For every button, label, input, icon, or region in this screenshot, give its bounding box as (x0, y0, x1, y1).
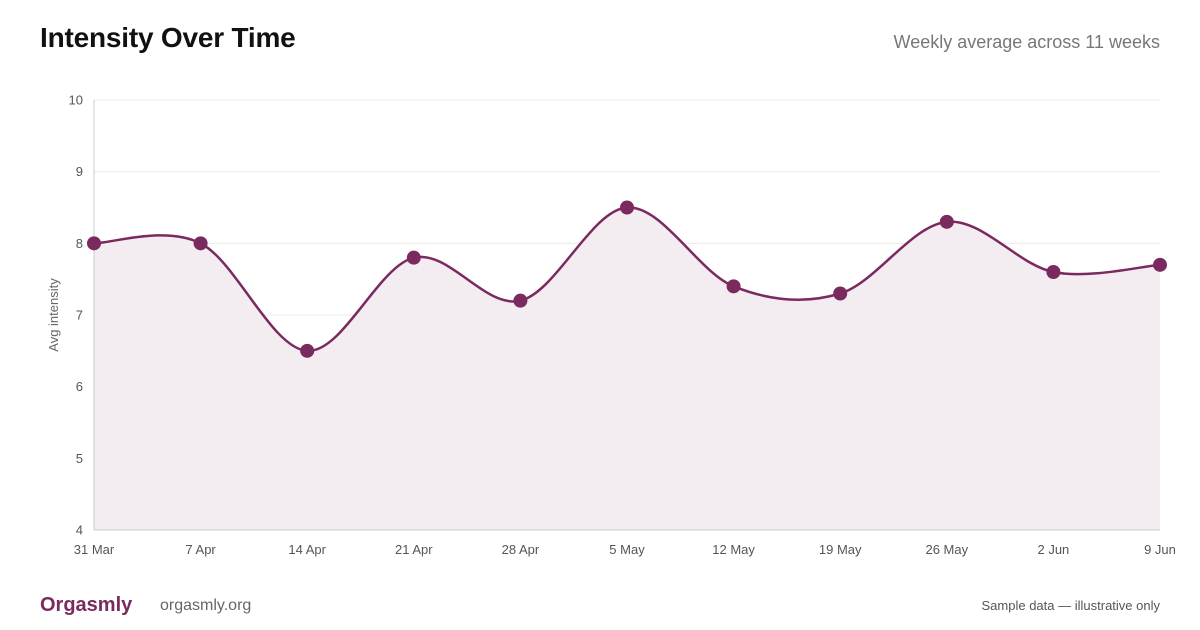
y-tick-label: 7 (76, 308, 83, 323)
x-tick-label: 5 May (609, 542, 645, 557)
data-point-5[interactable] (513, 293, 528, 308)
data-point-10[interactable] (1046, 265, 1061, 279)
y-tick-labels: 4 5 6 7 8 9 10 (69, 93, 83, 538)
x-tick-label: 28 Apr (502, 542, 540, 557)
y-tick-label: 9 (76, 164, 83, 179)
y-tick-label: 5 (76, 451, 83, 466)
area-fill-layer (94, 207, 1160, 531)
x-tick-labels: 31 Mar 7 Apr 14 Apr 21 Apr 28 Apr 5 May 12 May… (74, 542, 1176, 557)
data-points (87, 200, 1167, 358)
data-point-4[interactable] (406, 250, 421, 265)
x-tick-label: 9 Jun (1144, 542, 1176, 557)
data-point-3[interactable] (300, 343, 315, 358)
data-point-6[interactable] (620, 200, 634, 215)
x-tick-label: 19 May (819, 542, 862, 557)
x-tick-label: 31 Mar (74, 542, 115, 557)
y-tick-label: 8 (76, 236, 83, 251)
data-point-1[interactable] (87, 236, 101, 251)
x-tick-label: 12 May (712, 542, 755, 557)
series-line-layer (92, 206, 1162, 353)
chart-subtitle: Weekly average across 11 weeks (893, 32, 1160, 52)
site-url: orgasmly.org (160, 597, 252, 614)
data-point-9[interactable] (939, 214, 954, 229)
series-area-fill (94, 207, 1160, 531)
series-line (92, 206, 1162, 353)
x-tick-label: 26 May (925, 542, 968, 557)
y-tick-label: 6 (76, 379, 83, 394)
sample-data-note: Sample data — illustrative only (981, 598, 1160, 613)
x-tick-label: 21 Apr (395, 542, 433, 557)
y-tick-label: 4 (76, 523, 83, 538)
axis-lines (93, 100, 1160, 531)
x-tick-label: 2 Jun (1037, 542, 1069, 557)
data-point-2[interactable] (193, 236, 208, 251)
y-tick-label: 10 (69, 93, 83, 108)
y-axis-title: Avg intensity (46, 278, 61, 352)
data-point-11[interactable] (1153, 257, 1167, 272)
data-point-7[interactable] (726, 279, 741, 294)
x-tick-label: 14 Apr (288, 542, 326, 557)
x-tick-label: 7 Apr (185, 542, 216, 557)
chart-title: Intensity Over Time (40, 22, 296, 53)
data-point-8[interactable] (833, 286, 848, 301)
brand-logo-text: Orgasmly (40, 594, 133, 616)
